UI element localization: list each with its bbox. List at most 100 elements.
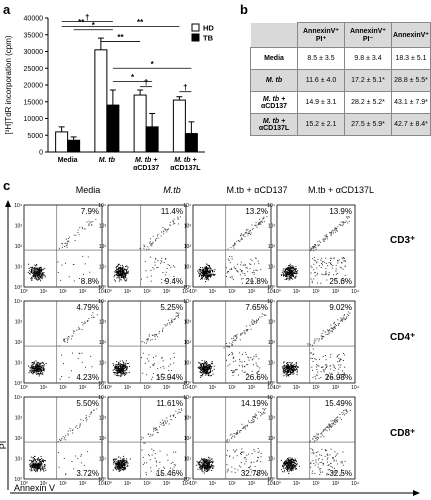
table-row: M. tb + αCD137 14.9 ± 3.1 28.2 ± 5.2* 43.…: [250, 91, 431, 114]
cell-dot: [204, 365, 206, 367]
cell-dot: [124, 275, 126, 277]
cell-dot: [32, 468, 34, 470]
cell-dot: [205, 363, 207, 365]
cell-dot: [206, 468, 208, 470]
cell-dot: [320, 454, 322, 456]
cell-dot: [203, 362, 205, 364]
cell-dot: [293, 369, 295, 371]
cell-dot: [291, 366, 293, 368]
cell-dot: [168, 423, 170, 425]
cell-dot: [291, 265, 293, 267]
cell-dot: [116, 275, 118, 277]
cell-dot: [37, 272, 39, 274]
cell-dot: [255, 277, 257, 279]
cell-dot: [205, 371, 207, 373]
cell-dot: [289, 367, 291, 369]
cell-dot: [77, 427, 79, 429]
row-head-line: M. tb +: [262, 117, 286, 125]
cell-dot: [207, 279, 209, 281]
cell-dot: [213, 274, 215, 276]
cell-dot: [340, 267, 342, 269]
cell-dot: [205, 275, 207, 277]
cell-dot: [317, 437, 319, 439]
cell-dot: [320, 436, 322, 438]
cell-dot: [41, 369, 43, 371]
cell-dot: [284, 270, 286, 272]
cell-dot: [123, 459, 125, 461]
cell-dot: [325, 262, 327, 264]
cell-dot: [347, 411, 349, 413]
cell-dot: [283, 371, 285, 373]
cell-dot: [169, 221, 171, 223]
cell-dot: [116, 272, 118, 274]
cell-dot: [206, 466, 208, 468]
cell-dot: [208, 464, 210, 466]
cell-dot: [124, 468, 126, 470]
cell-dot: [285, 273, 287, 275]
cell-dot: [128, 365, 130, 367]
cell-dot: [206, 275, 208, 277]
cell-dot: [313, 250, 315, 252]
cell-dot: [339, 376, 341, 378]
cell-dot: [241, 452, 243, 454]
cell-dot: [328, 262, 330, 264]
cell-dot: [39, 367, 41, 369]
cell-dot: [37, 468, 39, 470]
cell-dot: [237, 433, 239, 435]
cell-dot: [287, 458, 289, 460]
cell-dot: [170, 415, 172, 417]
cell-dot: [39, 367, 41, 369]
cell-dot: [33, 361, 35, 363]
cell-dot: [312, 247, 314, 249]
cell-dot: [199, 273, 201, 275]
cell-dot: [208, 367, 210, 369]
cell-dot: [126, 460, 128, 462]
cell-dot: [284, 270, 286, 272]
x-tick-label: 10²: [228, 481, 236, 487]
cell-dot: [206, 467, 208, 469]
x-tick-label: 10²: [59, 385, 67, 391]
cell-dot: [251, 319, 253, 321]
cell-dot: [118, 467, 120, 469]
cell-dot: [282, 368, 284, 370]
quadrant-percent-upper-right: 4.79%: [76, 303, 99, 312]
cell-dot: [28, 263, 30, 265]
cell-dot: [42, 367, 44, 369]
cell-dot: [95, 218, 97, 220]
cell-dot: [206, 463, 208, 465]
cell-dot: [247, 356, 249, 358]
cell-dot: [292, 365, 294, 367]
cell-dot: [342, 464, 344, 466]
cell-dot: [231, 338, 233, 340]
cell-dot: [347, 217, 349, 219]
cell-dot: [162, 360, 164, 362]
cell-dot: [36, 368, 38, 370]
cell-dot: [207, 465, 209, 467]
cell-dot: [309, 463, 311, 465]
cell-dot: [349, 312, 351, 314]
cell-dot: [73, 280, 75, 282]
cell-dot: [226, 454, 228, 456]
cell-dot: [37, 465, 39, 467]
cell-dot: [116, 468, 118, 470]
cell-dot: [234, 471, 236, 473]
x-tick-label: 10¹: [293, 481, 301, 487]
cell-dot: [153, 450, 155, 452]
cell-dot: [345, 220, 347, 222]
cell-dot: [205, 268, 207, 270]
cell-dot: [178, 314, 180, 316]
x-tick-label: 10²: [228, 385, 236, 391]
cell-dot: [208, 466, 210, 468]
flow-row-label: CD4⁺: [390, 332, 416, 343]
cell-dot: [253, 364, 255, 366]
cell-dot: [117, 371, 119, 373]
cell-dot: [289, 469, 291, 471]
cell-dot: [322, 261, 324, 263]
cell-dot: [35, 264, 37, 266]
cell-dot: [124, 273, 126, 275]
cell-dot: [116, 268, 118, 270]
cell-dot: [88, 220, 90, 222]
cell-dot: [258, 222, 260, 224]
cell-dot: [231, 433, 233, 435]
cell-dot: [334, 327, 336, 329]
